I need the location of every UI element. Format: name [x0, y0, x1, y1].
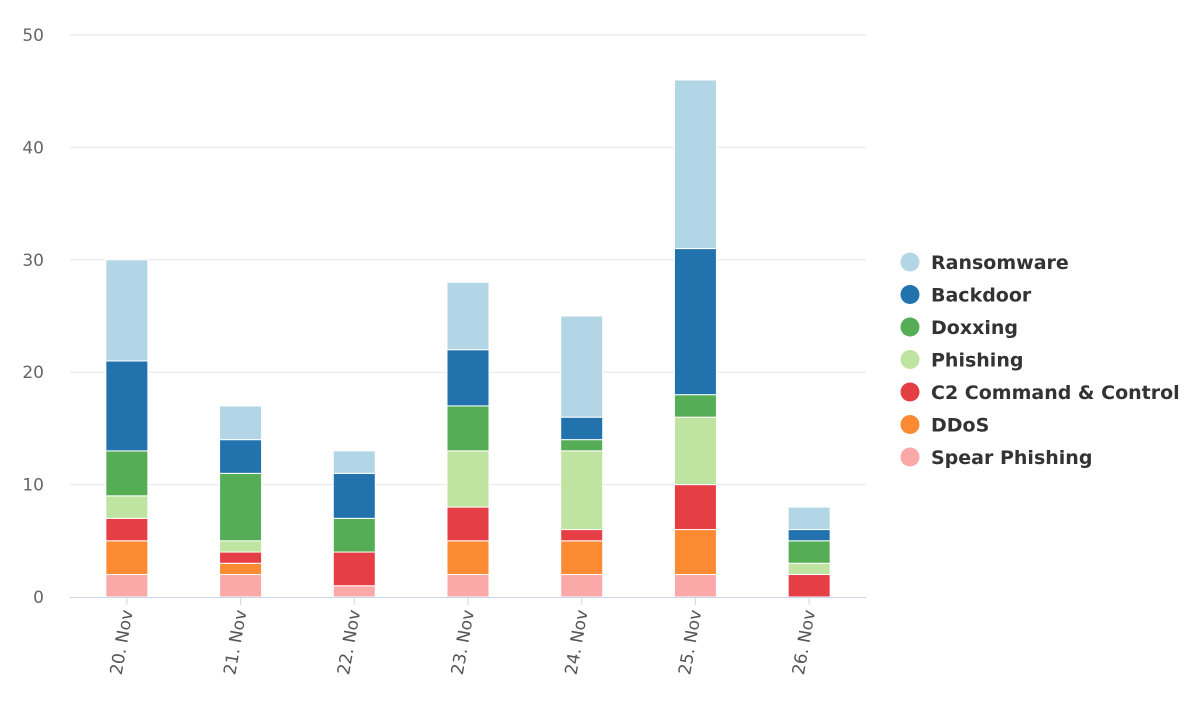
bar-segment[interactable] — [219, 574, 263, 598]
bar-segment[interactable] — [673, 79, 717, 250]
bar-stack — [332, 450, 376, 598]
bar-segment[interactable] — [446, 450, 490, 508]
bar-stack — [787, 506, 831, 598]
bar-stack — [446, 281, 490, 598]
legend-label: Spear Phishing — [931, 447, 1092, 469]
legend: Ransomware Backdoor Doxxing Phishing C2 Comm… — [900, 252, 1180, 469]
legend-item[interactable]: Doxxing — [900, 317, 1018, 339]
y-tick-label: 50 — [22, 26, 44, 46]
bar-segment[interactable] — [105, 450, 149, 497]
legend-label: DDoS — [931, 415, 989, 437]
x-tick-label: 22. Nov — [334, 608, 365, 676]
legend-item[interactable]: Spear Phishing — [900, 447, 1093, 469]
bar-segment[interactable] — [219, 540, 263, 553]
bar-segment[interactable] — [105, 540, 149, 576]
bar-segment[interactable] — [105, 259, 149, 362]
bar-segment[interactable] — [219, 439, 263, 474]
bar-segment[interactable] — [105, 495, 149, 519]
bar-segment[interactable] — [673, 416, 717, 486]
y-tick-label: 30 — [22, 251, 44, 271]
bar-segment[interactable] — [560, 416, 604, 441]
bar-segment[interactable] — [105, 517, 149, 542]
bar-segment[interactable] — [219, 562, 263, 576]
bar-stack — [105, 259, 149, 598]
bar-segment[interactable] — [673, 394, 717, 418]
legend-label: Ransomware — [931, 252, 1069, 274]
bars — [105, 79, 831, 598]
bar-segment[interactable] — [560, 574, 604, 598]
bar-segment[interactable] — [446, 281, 490, 351]
bar-segment[interactable] — [673, 484, 717, 531]
bar-segment[interactable] — [446, 405, 490, 452]
bar-segment[interactable] — [332, 450, 376, 474]
legend-marker — [900, 285, 920, 304]
y-tick-label: 40 — [22, 138, 44, 158]
legend-item[interactable]: C2 Command & Control — [900, 382, 1180, 404]
legend-label: Backdoor — [931, 285, 1032, 307]
y-tick-label: 10 — [22, 476, 44, 496]
legend-item[interactable]: DDoS — [900, 415, 990, 437]
bar-segment[interactable] — [787, 540, 831, 564]
legend-marker — [900, 252, 920, 272]
bar-segment[interactable] — [446, 574, 490, 598]
bar-segment[interactable] — [787, 529, 831, 542]
legend-marker — [900, 415, 920, 434]
bar-segment[interactable] — [332, 551, 376, 587]
bar-segment[interactable] — [105, 360, 149, 452]
legend-label: Phishing — [931, 350, 1023, 372]
bar-segment[interactable] — [219, 405, 263, 441]
bar-stack — [219, 405, 263, 598]
bar-segment[interactable] — [332, 585, 376, 598]
x-tick-label: 23. Nov — [448, 608, 479, 676]
bar-segment[interactable] — [446, 540, 490, 576]
bar-segment[interactable] — [332, 472, 376, 519]
legend-marker — [900, 350, 920, 369]
y-tick-label: 20 — [22, 363, 44, 383]
legend-marker — [900, 447, 920, 467]
legend-label: C2 Command & Control — [931, 382, 1180, 404]
x-tick-label: 20. Nov — [107, 608, 138, 676]
bar-segment[interactable] — [673, 574, 717, 598]
bar-segment[interactable] — [446, 506, 490, 542]
bar-segment[interactable] — [560, 315, 604, 418]
legend-label: Doxxing — [931, 317, 1018, 339]
bar-segment[interactable] — [446, 349, 490, 407]
y-axis: 0 10 20 30 40 50 — [22, 26, 44, 608]
bar-stack — [560, 315, 604, 598]
bar-stack — [673, 79, 717, 598]
bar-segment[interactable] — [219, 551, 263, 564]
grid-lines — [70, 34, 866, 486]
legend-marker — [900, 382, 920, 402]
bar-segment[interactable] — [560, 529, 604, 542]
x-axis: 20. Nov 21. Nov 22. Nov 23. Nov 24. Nov 25. N… — [70, 597, 866, 676]
x-tick-label: 24. Nov — [562, 608, 593, 676]
x-tick-label: 21. Nov — [220, 608, 251, 676]
y-tick-label: 0 — [33, 588, 44, 608]
bar-segment[interactable] — [787, 506, 831, 531]
x-tick-label: 25. Nov — [675, 608, 706, 676]
bar-segment[interactable] — [560, 540, 604, 576]
bar-segment[interactable] — [787, 562, 831, 576]
bar-segment[interactable] — [673, 529, 717, 576]
legend-marker — [900, 317, 920, 337]
x-tick-label: 26. Nov — [789, 608, 820, 676]
bar-segment[interactable] — [560, 439, 604, 452]
bar-segment[interactable] — [105, 574, 149, 598]
legend-item[interactable]: Backdoor — [900, 285, 1032, 307]
bar-segment[interactable] — [560, 450, 604, 531]
bar-segment[interactable] — [787, 574, 831, 598]
bar-segment[interactable] — [673, 248, 717, 396]
bar-segment[interactable] — [219, 472, 263, 542]
bar-segment[interactable] — [332, 517, 376, 553]
legend-item[interactable]: Phishing — [900, 350, 1024, 372]
legend-item[interactable]: Ransomware — [900, 252, 1069, 274]
